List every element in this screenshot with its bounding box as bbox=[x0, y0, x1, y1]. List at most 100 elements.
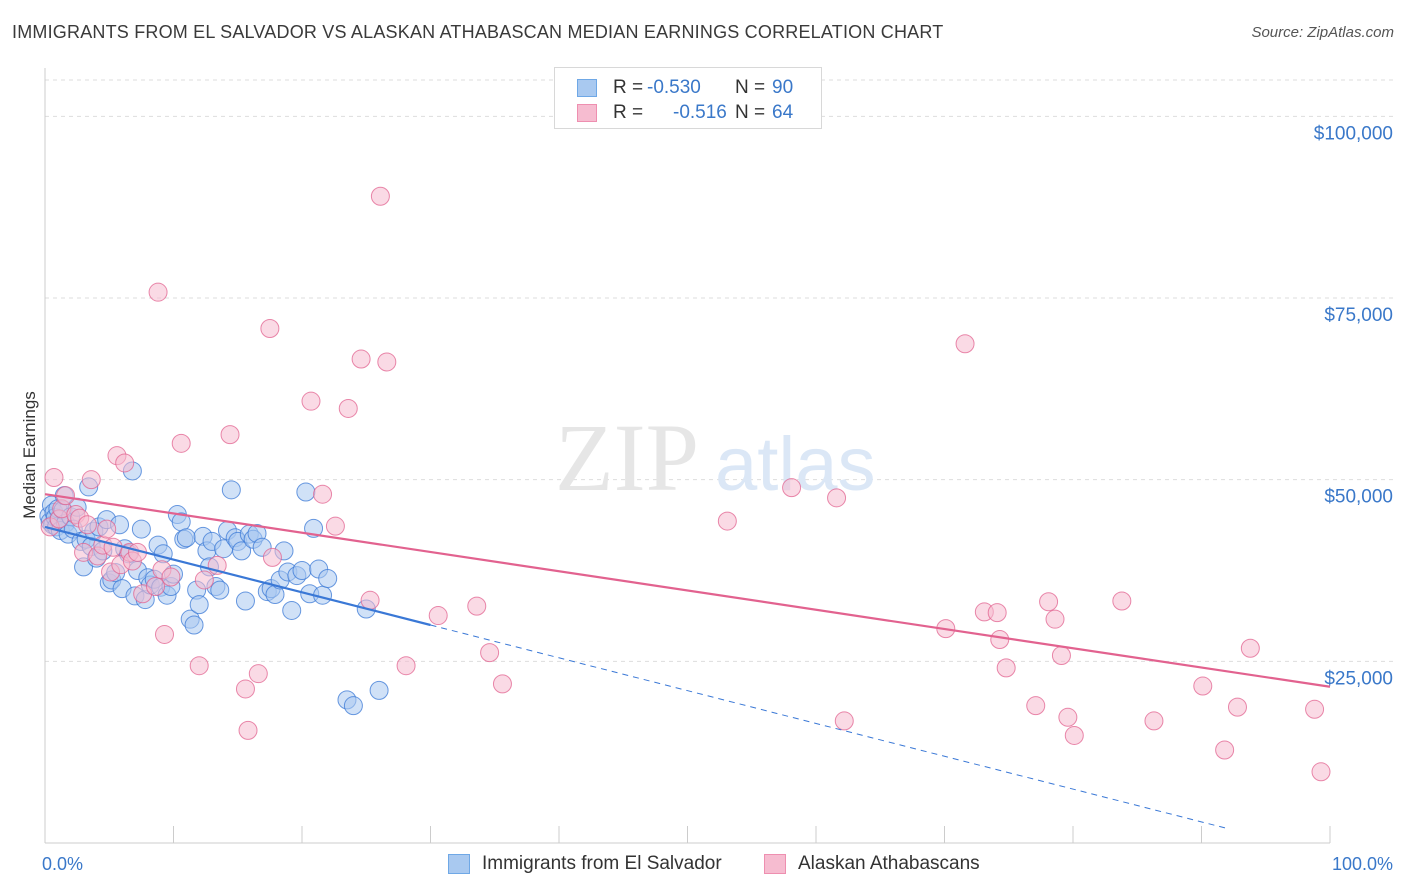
point-athabascan bbox=[148, 282, 168, 302]
x-tick-label-start: 0.0% bbox=[42, 854, 83, 874]
watermark: ZIP atlas bbox=[555, 404, 876, 511]
legend-swatch-el-salvador bbox=[448, 854, 470, 874]
y-tick-label: $50,000 bbox=[1324, 487, 1393, 508]
point-athabascan bbox=[81, 470, 101, 490]
point-el-salvador bbox=[282, 600, 302, 620]
trend-line-el-salvador bbox=[44, 525, 431, 627]
point-athabascan bbox=[377, 352, 397, 372]
legend-swatch-athabascan bbox=[764, 854, 786, 874]
r-label: R = bbox=[613, 77, 644, 98]
point-el-salvador bbox=[184, 615, 204, 635]
point-el-salvador bbox=[131, 519, 151, 539]
point-athabascan bbox=[338, 398, 358, 418]
trend-line-athabascan bbox=[44, 493, 1331, 688]
point-athabascan bbox=[1026, 696, 1046, 716]
y-tick-label: $25,000 bbox=[1324, 668, 1393, 689]
point-athabascan bbox=[480, 643, 500, 663]
y-tick-label: $75,000 bbox=[1324, 305, 1393, 326]
point-athabascan bbox=[1215, 740, 1235, 760]
point-athabascan bbox=[1311, 762, 1331, 782]
stats-swatch-athabascan bbox=[577, 104, 597, 122]
point-athabascan bbox=[235, 679, 255, 699]
point-el-salvador bbox=[189, 595, 209, 615]
point-athabascan bbox=[115, 453, 135, 473]
stats-legend-box: R = -0.530 N = 90 R = -0.516 N = 64 bbox=[554, 67, 822, 129]
point-athabascan bbox=[1112, 591, 1132, 611]
point-athabascan bbox=[189, 656, 209, 676]
point-athabascan bbox=[360, 590, 380, 610]
point-athabascan bbox=[351, 349, 371, 369]
point-el-salvador bbox=[292, 561, 312, 580]
trend-extension-el-salvador bbox=[430, 624, 1228, 829]
point-athabascan bbox=[467, 596, 487, 616]
stats-swatch-el-salvador bbox=[577, 79, 597, 97]
point-el-salvador bbox=[318, 568, 338, 588]
point-athabascan bbox=[990, 630, 1010, 650]
n-label: N = bbox=[735, 102, 766, 123]
point-athabascan bbox=[220, 425, 240, 445]
point-athabascan bbox=[955, 334, 975, 354]
point-athabascan bbox=[996, 658, 1016, 678]
point-athabascan bbox=[1193, 676, 1213, 696]
point-athabascan bbox=[155, 624, 175, 644]
trend-lines bbox=[44, 493, 1331, 829]
point-el-salvador bbox=[235, 591, 255, 611]
r-value: -0.516 bbox=[673, 102, 727, 123]
point-athabascan bbox=[1051, 646, 1071, 666]
y-tick-label: $100,000 bbox=[1314, 123, 1393, 144]
point-el-salvador bbox=[296, 482, 316, 502]
point-el-salvador bbox=[210, 580, 230, 600]
point-athabascan bbox=[313, 484, 333, 504]
point-athabascan bbox=[1305, 699, 1325, 719]
source-label: Source: ZipAtlas.com bbox=[1251, 24, 1394, 41]
point-athabascan bbox=[396, 656, 416, 676]
r-label: R = bbox=[613, 102, 644, 123]
chart-legend: Immigrants from El Salvador Alaskan Atha… bbox=[0, 852, 1406, 878]
point-athabascan bbox=[97, 519, 117, 539]
n-value: 90 bbox=[772, 77, 794, 98]
point-el-salvador bbox=[221, 480, 241, 500]
point-athabascan bbox=[325, 516, 345, 536]
point-athabascan bbox=[1144, 711, 1164, 731]
point-athabascan bbox=[194, 570, 214, 590]
point-athabascan bbox=[1039, 592, 1059, 612]
point-athabascan bbox=[1064, 725, 1084, 745]
point-athabascan bbox=[171, 433, 191, 453]
x-tick-label-end: 100.0% bbox=[1332, 854, 1393, 874]
point-athabascan bbox=[260, 319, 280, 339]
legend-label-athabascan: Alaskan Athabascans bbox=[798, 853, 980, 874]
point-athabascan bbox=[1227, 697, 1247, 717]
point-athabascan bbox=[717, 511, 737, 531]
n-value: 64 bbox=[772, 102, 794, 123]
r-value: -0.530 bbox=[647, 77, 701, 98]
legend-label-el-salvador: Immigrants from El Salvador bbox=[482, 853, 722, 874]
point-athabascan bbox=[1045, 609, 1065, 629]
point-athabascan bbox=[262, 547, 282, 567]
point-athabascan bbox=[782, 478, 802, 498]
point-athabascan bbox=[1058, 707, 1078, 727]
gridlines bbox=[45, 79, 1393, 662]
point-athabascan bbox=[987, 603, 1007, 623]
point-athabascan bbox=[146, 576, 166, 596]
point-el-salvador bbox=[343, 696, 363, 716]
point-athabascan bbox=[77, 515, 97, 535]
point-athabascan bbox=[161, 567, 181, 587]
point-el-salvador bbox=[153, 544, 173, 564]
point-athabascan bbox=[301, 391, 321, 411]
axes bbox=[44, 68, 1331, 844]
y-axis-title: Median Earnings bbox=[20, 391, 39, 519]
point-el-salvador bbox=[369, 680, 389, 700]
point-athabascan bbox=[827, 488, 847, 508]
point-athabascan bbox=[370, 186, 390, 206]
point-el-salvador bbox=[176, 528, 196, 548]
point-athabascan bbox=[248, 664, 268, 684]
watermark-zip: ZIP bbox=[555, 404, 699, 511]
point-athabascan bbox=[834, 711, 854, 731]
point-el-salvador bbox=[232, 541, 252, 561]
point-athabascan bbox=[103, 537, 123, 557]
axis-labels: $25,000 $50,000 $75,000 $100,000 0.0% 100.0% M… bbox=[20, 123, 1393, 874]
point-athabascan bbox=[238, 720, 258, 740]
point-athabascan bbox=[428, 606, 448, 626]
n-label: N = bbox=[735, 77, 766, 98]
